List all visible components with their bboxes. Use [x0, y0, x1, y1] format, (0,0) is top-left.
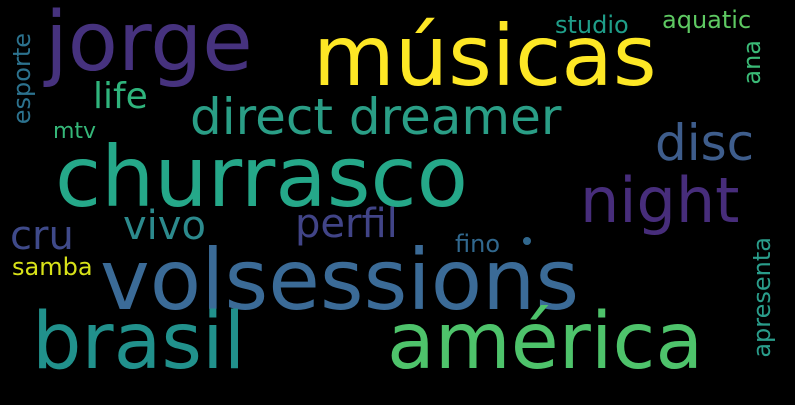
word-ana: ana: [738, 40, 766, 85]
word-fino: fino: [455, 230, 501, 258]
word-musicas: músicas: [313, 7, 657, 105]
word-samba: samba: [12, 253, 93, 281]
word-apresenta: apresenta: [748, 237, 776, 358]
word-life: life: [93, 76, 148, 117]
word-perfil: perfil: [295, 201, 398, 247]
word-brasil: brasil: [32, 297, 246, 387]
word-studio: studio: [555, 11, 629, 39]
word-night: night: [580, 164, 740, 237]
dot-mark: [523, 237, 531, 245]
word-vivo: vivo: [123, 203, 206, 249]
word-esporte: esporte: [8, 33, 36, 125]
word-mtv: mtv: [53, 119, 97, 144]
word-america: américa: [387, 297, 704, 387]
word-cru: cru: [10, 213, 74, 259]
word-jorge: jorge: [45, 0, 253, 90]
word-disc: disc: [655, 114, 755, 172]
word-churrasco: churrasco: [55, 128, 469, 226]
word-direct-dreamer: direct dreamer: [190, 88, 562, 146]
word-volsessions: volsessions: [100, 231, 580, 329]
word-aquatic: aquatic: [662, 6, 752, 34]
